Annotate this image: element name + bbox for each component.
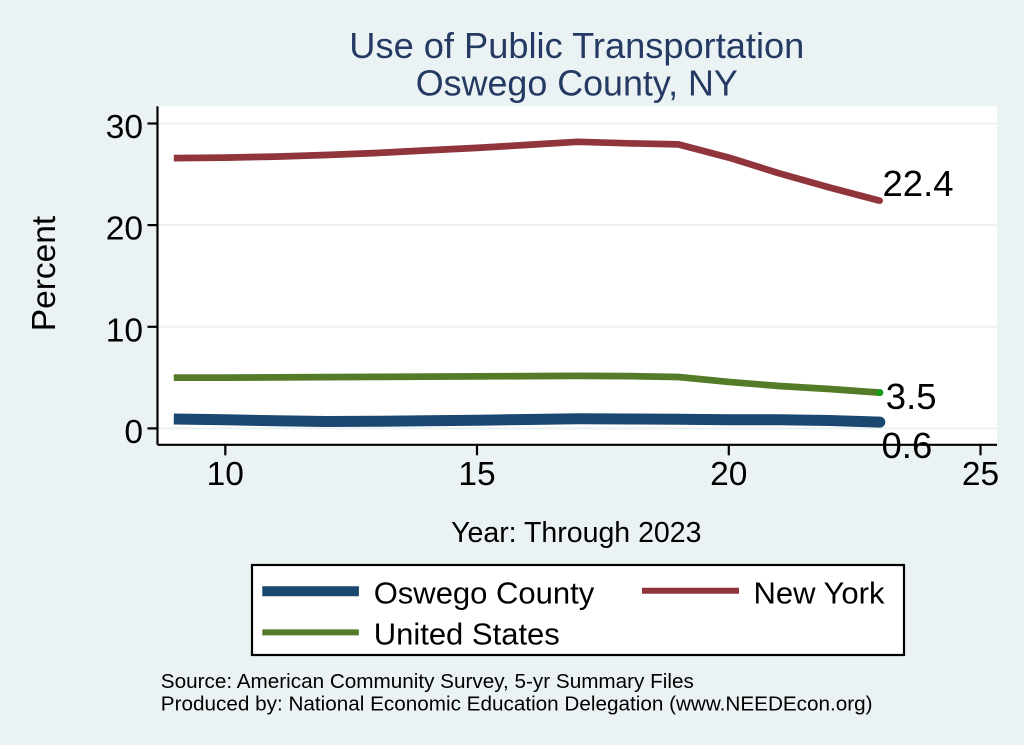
svg-text:Oswego County, NY: Oswego County, NY (416, 63, 738, 104)
svg-text:0.6: 0.6 (882, 425, 933, 466)
svg-text:New York: New York (754, 576, 885, 611)
svg-text:20: 20 (710, 456, 747, 493)
svg-text:25: 25 (962, 456, 999, 493)
svg-text:Source: American Community Sur: Source: American Community Survey, 5-yr … (161, 670, 694, 693)
svg-text:Percent: Percent (26, 215, 63, 331)
svg-text:Year: Through 2023: Year: Through 2023 (451, 517, 701, 549)
svg-text:22.4: 22.4 (883, 163, 954, 204)
svg-text:Produced by: National Economic: Produced by: National Economic Education… (161, 693, 873, 716)
svg-text:10: 10 (207, 456, 244, 493)
svg-text:United States: United States (374, 617, 560, 652)
svg-text:Oswego County: Oswego County (374, 576, 595, 611)
svg-text:3.5: 3.5 (886, 376, 937, 417)
svg-text:0: 0 (124, 414, 143, 451)
svg-text:20: 20 (106, 211, 143, 248)
svg-text:10: 10 (106, 312, 143, 349)
svg-text:15: 15 (458, 456, 495, 493)
svg-text:30: 30 (106, 109, 143, 146)
svg-text:Use of Public Transportation: Use of Public Transportation (349, 25, 804, 66)
